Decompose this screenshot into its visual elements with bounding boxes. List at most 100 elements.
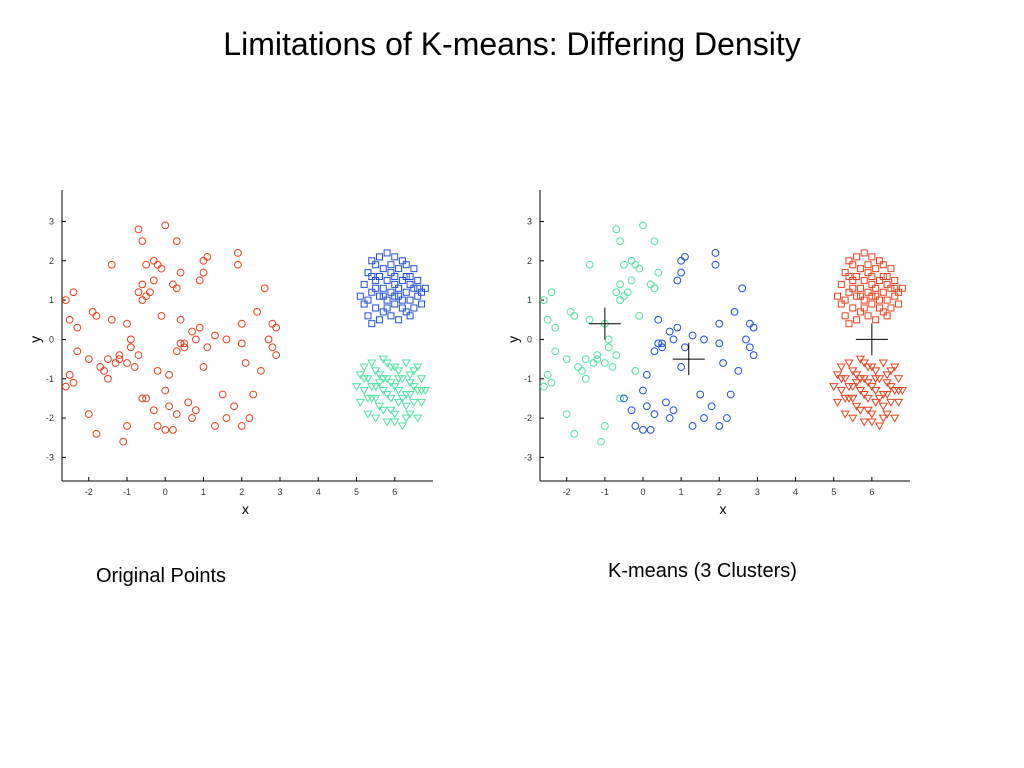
point-triangle [859,390,869,399]
point-circle [589,359,598,367]
point-circle [65,370,74,379]
point-circle [195,323,204,332]
point-circle [608,363,617,371]
y-axis-label: y [27,336,43,343]
point-circle [199,363,208,371]
point-square [372,284,380,292]
point-square [841,269,849,277]
point-circle [195,276,204,285]
point-triangle [848,394,858,403]
point-circle [73,323,82,332]
point-circle [600,359,609,367]
point-triangle [378,375,388,384]
point-square [841,312,849,320]
point-circle [734,366,743,375]
x-tick-label: 5 [831,487,836,497]
point-circle [100,366,108,375]
point-circle [551,347,560,356]
x-tick-label: 6 [869,487,874,497]
point-square [402,261,410,269]
point-circle [665,327,674,336]
point-triangle [886,367,896,376]
y-tick-label: 2 [49,256,54,266]
y-tick-label: 3 [527,216,532,226]
point-square [375,316,383,324]
point-square [868,300,876,308]
point-circle [237,422,246,430]
point-triangle [840,375,850,384]
point-circle [123,422,131,430]
point-triangle [840,394,850,403]
x-tick-label: 3 [278,487,283,497]
point-square [895,288,903,296]
x-tick-label: -1 [123,487,131,497]
point-triangle [374,379,385,388]
point-triangle [848,414,858,423]
point-triangle [382,390,392,399]
point-triangle [878,414,888,423]
point-square [383,249,391,257]
point-square [883,296,891,304]
point-circle [654,315,663,324]
point-square [395,292,403,300]
point-circle [715,319,724,328]
point-square [402,288,410,296]
point-circle [677,363,686,371]
point-circle [161,386,170,395]
point-circle [172,347,181,356]
point-circle [631,422,640,430]
point-square [383,304,391,312]
point-triangle [859,375,869,384]
point-square [883,312,891,320]
point-circle [642,370,651,379]
point-circle [153,366,162,375]
point-circle [188,327,196,336]
point-circle [719,359,727,367]
point-square [845,320,853,328]
point-square [395,265,403,273]
point-circle [745,343,754,352]
point-square [887,284,895,292]
point-circle [715,422,724,430]
point-circle [616,296,625,305]
point-square [410,304,418,312]
point-square [391,292,399,300]
point-circle [161,425,170,434]
point-circle [191,335,200,344]
point-circle [742,335,750,344]
point-circle [539,296,548,305]
point-square [360,300,368,308]
caption-kmeans: K-means (3 Clusters) [608,560,797,582]
point-circle [681,343,689,352]
point-triangle [851,379,862,388]
point-circle [230,402,239,411]
point-triangle [878,390,888,399]
point-triangle [836,387,847,396]
point-triangle [351,383,362,392]
point-triangle [393,387,404,396]
point-square [410,265,418,273]
point-triangle [393,375,404,384]
point-square [398,304,406,312]
point-circle [234,249,242,257]
point-circle [635,311,644,320]
point-square [853,273,861,281]
point-circle [700,335,708,344]
point-triangle [386,379,396,388]
point-circle [234,260,242,269]
point-circle [688,331,697,340]
point-circle [650,237,659,246]
point-square [849,304,857,312]
point-circle [581,374,590,383]
point-circle [612,225,621,234]
point-circle [738,284,747,293]
x-axis-label: x [242,501,249,517]
point-square [860,296,868,304]
point-circle [119,437,128,446]
point-circle [272,323,281,332]
point-circle [581,355,590,363]
point-circle [241,359,250,367]
point-circle [631,366,640,375]
point-triangle [401,402,411,411]
